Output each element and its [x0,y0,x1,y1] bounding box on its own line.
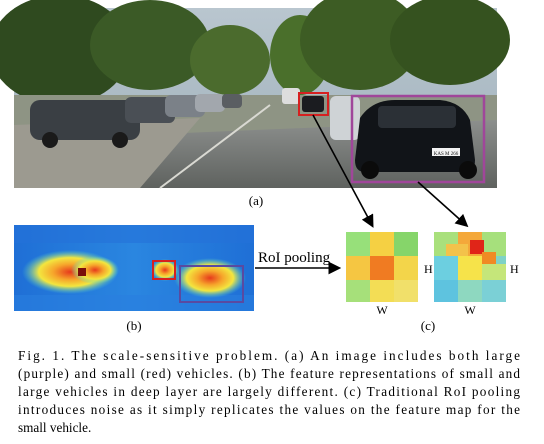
label-b: (b) [126,318,141,333]
pooled-map-small [346,232,418,302]
large-vehicle: KAS M 266 [355,100,477,179]
caption-line: Fig. 1. The scale-sensitive problem. (a)… [18,348,520,363]
pooled-small-w-label: W [376,303,388,317]
caption-line: introduces noise as it simply replicates… [18,402,520,417]
pooled-small-h-label: H [424,262,433,276]
arrow-small-to-pooled [312,114,374,228]
caption-line: small vehicle. [18,420,91,435]
caption-line: large vehicles in deep layer are largely… [18,384,520,399]
license-plate-text: KAS M 266 [434,152,459,157]
label-a: (a) [249,193,263,208]
large-vehicle-feature-box [179,265,244,303]
feature-map-heatmap [14,225,254,311]
street-photo: KAS M 266 [0,0,510,189]
parked-cars [30,88,360,148]
label-c: (c) [421,318,435,333]
trees [0,0,510,105]
small-vehicle [302,96,324,112]
roi-pooling-label: RoI pooling [258,250,331,266]
small-vehicle-feature-box [152,260,176,280]
pooled-map-large [434,232,506,302]
arrow-large-to-pooled [417,181,469,228]
figure-caption: Fig. 1. The scale-sensitive problem. (a)… [18,348,520,435]
caption-line: (purple) and small (red) vehicles. (b) T… [18,366,520,381]
pooled-large-w-label: W [464,303,476,317]
pooled-large-h-label: H [510,262,519,276]
